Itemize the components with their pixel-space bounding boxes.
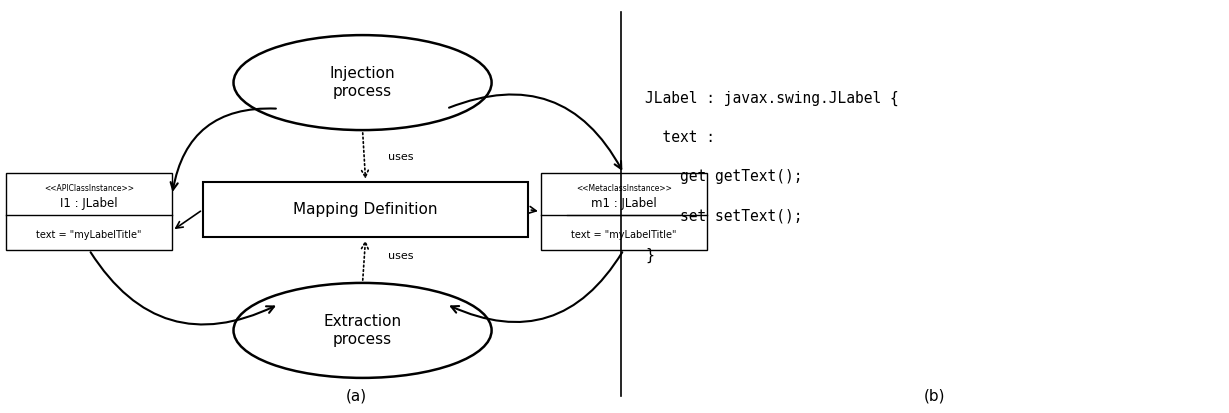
Text: JLabel : javax.swing.JLabel {: JLabel : javax.swing.JLabel { <box>645 91 898 106</box>
Text: <<APIClassInstance>>: <<APIClassInstance>> <box>44 184 134 193</box>
Text: I1 : JLabel: I1 : JLabel <box>60 197 118 210</box>
Text: (b): (b) <box>923 388 945 403</box>
FancyBboxPatch shape <box>203 182 528 237</box>
Text: m1 : JLabel: m1 : JLabel <box>591 197 656 210</box>
Text: get getText();: get getText(); <box>645 169 803 184</box>
Text: set setText();: set setText(); <box>645 209 803 223</box>
Text: Extraction
process: Extraction process <box>323 314 402 347</box>
FancyBboxPatch shape <box>541 173 707 250</box>
Text: uses: uses <box>388 152 413 162</box>
Text: text :: text : <box>645 130 715 145</box>
Text: Injection
process: Injection process <box>329 66 396 99</box>
Ellipse shape <box>234 35 492 130</box>
Text: text = "myLabelTitle": text = "myLabelTitle" <box>37 230 141 240</box>
Ellipse shape <box>234 283 492 378</box>
Text: (a): (a) <box>345 388 367 403</box>
Text: uses: uses <box>388 251 413 261</box>
FancyBboxPatch shape <box>6 173 172 250</box>
Text: Mapping Definition: Mapping Definition <box>294 202 438 217</box>
Text: }: } <box>645 248 654 263</box>
Text: <<MetaclassInstance>>: <<MetaclassInstance>> <box>575 184 672 193</box>
Text: text = "myLabelTitle": text = "myLabelTitle" <box>571 230 676 240</box>
